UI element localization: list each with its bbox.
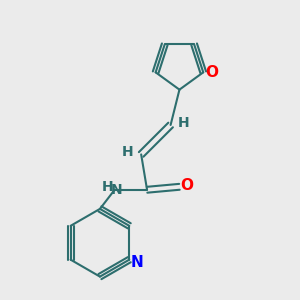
Text: H: H	[122, 145, 134, 159]
Text: N: N	[110, 183, 122, 197]
Text: H: H	[178, 116, 190, 130]
Text: O: O	[180, 178, 193, 194]
Text: H: H	[101, 180, 113, 194]
Text: O: O	[205, 65, 218, 80]
Text: N: N	[130, 254, 143, 269]
